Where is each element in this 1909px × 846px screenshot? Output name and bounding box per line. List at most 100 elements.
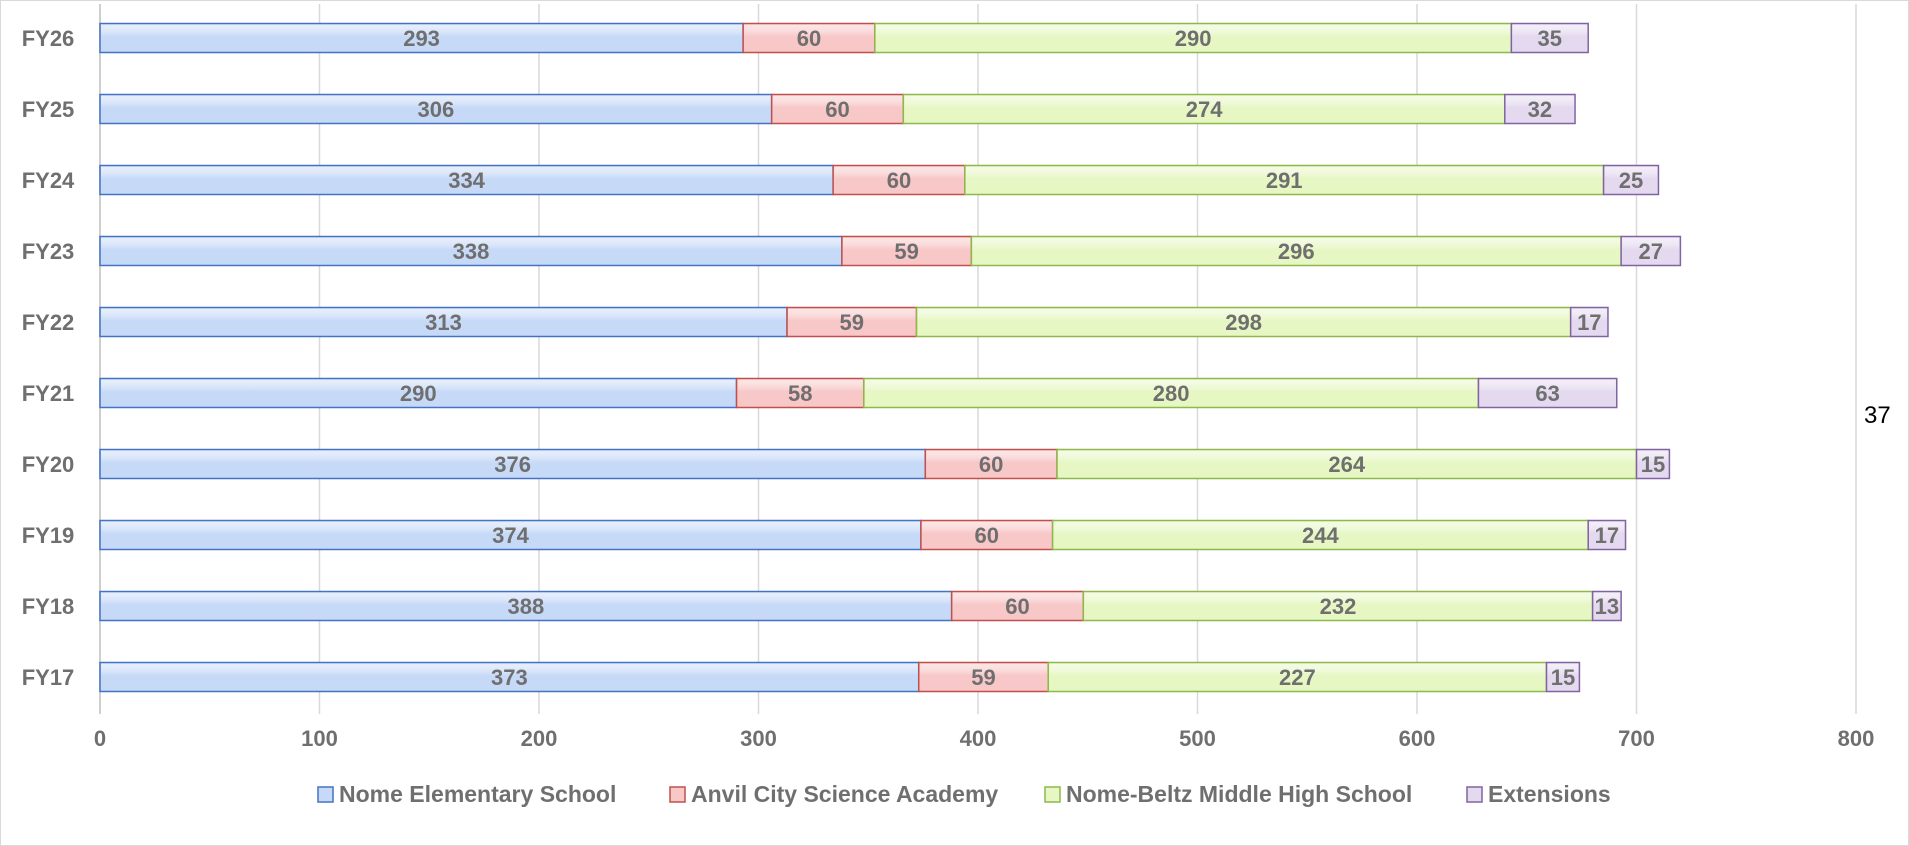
bar-value-label: 60 bbox=[797, 26, 821, 51]
x-tick-label: 400 bbox=[960, 726, 997, 751]
y-category-label: FY25 bbox=[22, 97, 75, 122]
bar-segment-sheen bbox=[965, 166, 1603, 194]
y-category-label: FY24 bbox=[22, 168, 75, 193]
bar-value-label: 313 bbox=[425, 310, 462, 335]
bar-value-label: 388 bbox=[507, 594, 544, 619]
bar-segment-sheen bbox=[1479, 379, 1616, 407]
bar-value-label: 227 bbox=[1279, 665, 1316, 690]
bar-segment-sheen bbox=[1084, 592, 1592, 620]
bar-segment-sheen bbox=[101, 379, 736, 407]
bar-segment-sheen bbox=[1505, 95, 1575, 123]
bar-segment-sheen bbox=[788, 308, 916, 336]
legend-swatch bbox=[1044, 786, 1061, 803]
bar-value-label: 373 bbox=[491, 665, 528, 690]
bar-segment-sheen bbox=[1512, 24, 1588, 52]
bar-value-label: 374 bbox=[492, 523, 529, 548]
bar-segment-sheen bbox=[972, 237, 1621, 265]
legend-swatch bbox=[669, 786, 686, 803]
bar-value-label: 274 bbox=[1186, 97, 1223, 122]
legend-swatch bbox=[1466, 786, 1483, 803]
bar-value-label: 60 bbox=[975, 523, 999, 548]
bar-value-label: 17 bbox=[1595, 523, 1619, 548]
bar-value-label: 13 bbox=[1595, 594, 1619, 619]
bar-segment-sheen bbox=[744, 24, 874, 52]
bar-segment-sheen bbox=[1547, 663, 1579, 691]
legend-label: Extensions bbox=[1488, 781, 1611, 807]
bar-value-label: 334 bbox=[448, 168, 485, 193]
bar-segment-sheen bbox=[101, 308, 787, 336]
x-tick-label: 0 bbox=[94, 726, 106, 751]
x-tick-label: 800 bbox=[1838, 726, 1875, 751]
bar-segment-sheen bbox=[1589, 521, 1625, 549]
bar-value-label: 338 bbox=[453, 239, 490, 264]
legend-label: Nome-Beltz Middle High School bbox=[1066, 781, 1412, 807]
y-category-label: FY23 bbox=[22, 239, 75, 264]
bar-value-label: 290 bbox=[400, 381, 437, 406]
bar-segment-sheen bbox=[875, 24, 1511, 52]
legend-label: Anvil City Science Academy bbox=[691, 781, 998, 807]
bar-value-label: 27 bbox=[1639, 239, 1663, 264]
bar-value-label: 59 bbox=[840, 310, 864, 335]
x-tick-label: 100 bbox=[301, 726, 338, 751]
bar-value-label: 264 bbox=[1328, 452, 1365, 477]
x-tick-label: 700 bbox=[1618, 726, 1655, 751]
bars bbox=[99, 22, 1682, 693]
bar-value-label: 60 bbox=[887, 168, 911, 193]
bar-value-label: 59 bbox=[971, 665, 995, 690]
bar-segment-sheen bbox=[737, 379, 863, 407]
bar-value-label: 232 bbox=[1320, 594, 1357, 619]
y-category-label: FY21 bbox=[22, 381, 75, 406]
bar-value-label: 60 bbox=[825, 97, 849, 122]
bar-segment-sheen bbox=[834, 166, 964, 194]
y-category-label: FY17 bbox=[22, 665, 75, 690]
x-tick-label: 600 bbox=[1399, 726, 1436, 751]
bar-segment-sheen bbox=[101, 592, 951, 620]
bar-segment-sheen bbox=[842, 237, 971, 265]
y-category-label: FY26 bbox=[22, 26, 75, 51]
bar-segment-sheen bbox=[864, 379, 1478, 407]
bar-segment-sheen bbox=[101, 663, 918, 691]
bar-segment-sheen bbox=[101, 450, 925, 478]
legend-label: Nome Elementary School bbox=[339, 781, 616, 807]
bar-segment-sheen bbox=[1049, 663, 1546, 691]
data-labels: 293 60 290 35 306 60 274 32 334 60 291 25 338 59 296 27… bbox=[400, 26, 1665, 690]
bar-value-label: 293 bbox=[403, 26, 440, 51]
y-category-label: FY22 bbox=[22, 310, 75, 335]
bar-segment-sheen bbox=[101, 95, 771, 123]
bar-segment-sheen bbox=[1622, 237, 1680, 265]
side-note-value: 37 bbox=[1864, 402, 1891, 429]
legend: Nome Elementary School Anvil City Science… bbox=[317, 781, 1611, 807]
x-tick-label: 500 bbox=[1179, 726, 1216, 751]
bar-segment-sheen bbox=[1637, 450, 1669, 478]
x-tick-label: 300 bbox=[740, 726, 777, 751]
bar-segment-sheen bbox=[1604, 166, 1658, 194]
bar-segment-sheen bbox=[772, 95, 903, 123]
bar-segment-sheen bbox=[952, 592, 1083, 620]
bar-segment-sheen bbox=[1571, 308, 1607, 336]
x-tick-label: 200 bbox=[521, 726, 558, 751]
legend-swatch bbox=[317, 786, 334, 803]
bar-segment-sheen bbox=[101, 521, 920, 549]
bar-value-label: 290 bbox=[1175, 26, 1212, 51]
bar-value-label: 244 bbox=[1302, 523, 1339, 548]
bar-segment-sheen bbox=[921, 521, 1052, 549]
bar-segment-sheen bbox=[101, 237, 841, 265]
bar-segment-sheen bbox=[904, 95, 1504, 123]
bar-value-label: 291 bbox=[1266, 168, 1303, 193]
bar-value-label: 60 bbox=[979, 452, 1003, 477]
bar-segment-sheen bbox=[1053, 521, 1588, 549]
bar-value-label: 59 bbox=[894, 239, 918, 264]
bar-value-label: 15 bbox=[1641, 452, 1665, 477]
y-category-label: FY18 bbox=[22, 594, 75, 619]
bar-value-label: 32 bbox=[1528, 97, 1552, 122]
bar-value-label: 306 bbox=[417, 97, 454, 122]
bar-segment-sheen bbox=[1593, 592, 1621, 620]
bar-segment-sheen bbox=[101, 24, 743, 52]
bar-value-label: 60 bbox=[1005, 594, 1029, 619]
bar-value-label: 15 bbox=[1551, 665, 1575, 690]
bar-segment-sheen bbox=[926, 450, 1057, 478]
bar-value-label: 298 bbox=[1225, 310, 1262, 335]
bar-segment-sheen bbox=[917, 308, 1570, 336]
